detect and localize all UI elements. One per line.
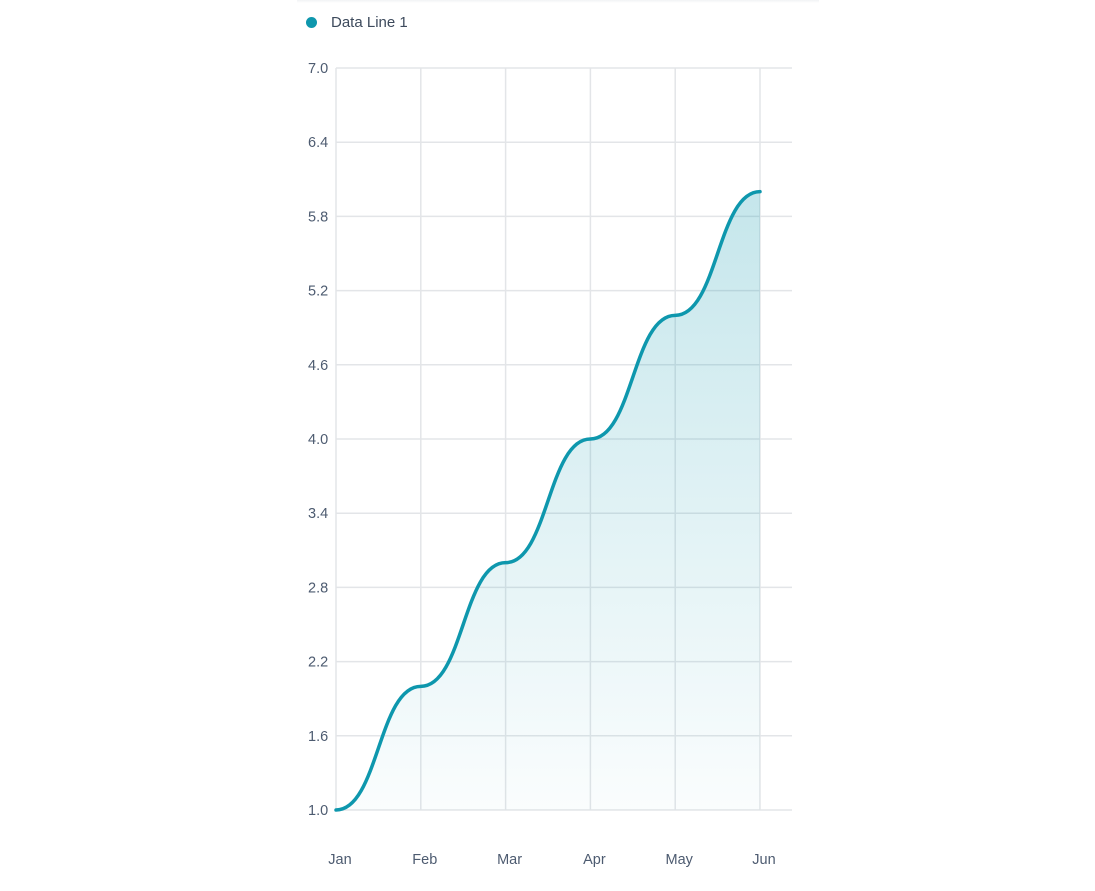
legend: Data Line 1 [306,14,408,31]
y-tick-label: 5.8 [308,209,328,225]
y-tick-label: 2.8 [308,580,328,596]
y-tick-label: 4.6 [308,358,328,374]
y-tick-label: 7.0 [308,61,328,77]
x-tick-label: Feb [412,852,437,868]
card-top-edge [297,0,819,3]
x-tick-label: Jan [328,852,351,868]
y-tick-label: 3.4 [308,506,328,522]
legend-marker [306,17,317,28]
x-axis-ticks: Jan Feb Mar Apr May Jun [328,852,775,868]
series-line [334,189,762,812]
series-line-path [334,189,762,812]
y-tick-label: 1.6 [308,729,328,745]
series-area [336,191,760,810]
x-tick-label: May [665,852,693,868]
area-fill [336,191,760,810]
x-tick-label: Jun [752,852,775,868]
y-tick-label: 4.0 [308,432,328,448]
y-tick-label: 5.2 [308,284,328,300]
legend-label: Data Line 1 [331,14,408,31]
y-axis-ticks: 1.0 1.6 2.2 2.8 3.4 4.0 4.6 5.2 5.8 6.4 7.0 [308,61,328,819]
x-tick-label: Mar [497,852,522,868]
y-tick-label: 2.2 [308,655,328,671]
y-tick-label: 6.4 [308,135,328,151]
x-tick-label: Apr [583,852,606,868]
y-tick-label: 1.0 [308,803,328,819]
